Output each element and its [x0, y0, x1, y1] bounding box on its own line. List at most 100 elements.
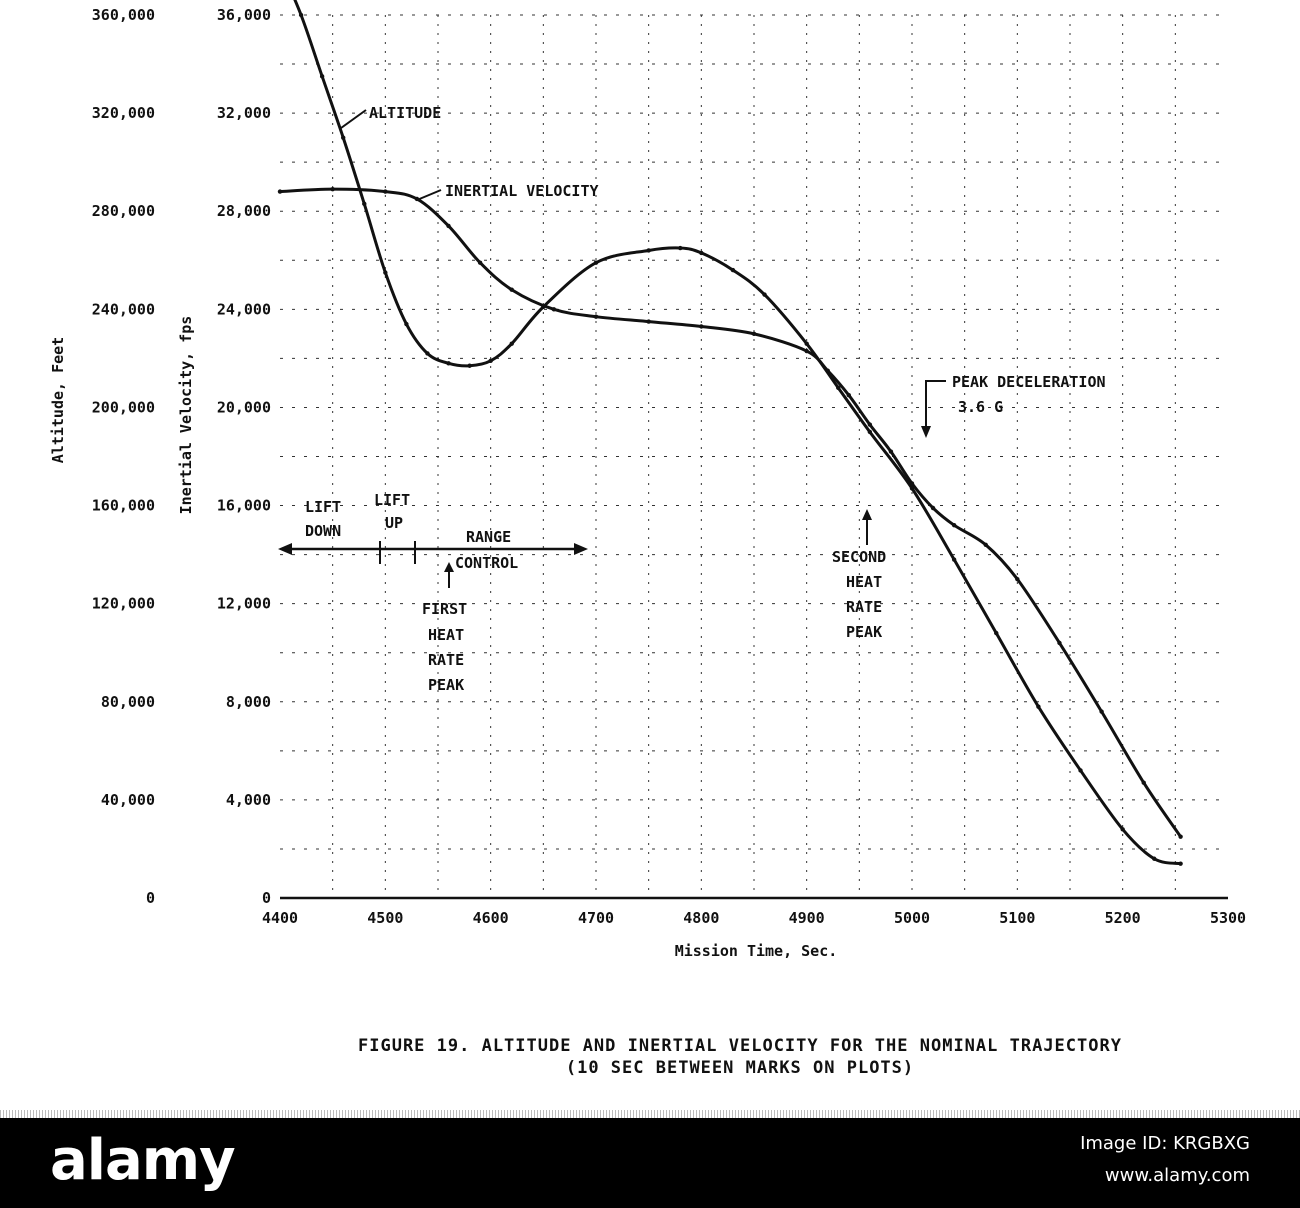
velocity-series-point [1099, 709, 1104, 714]
lift-down-label-2: DOWN [305, 522, 341, 540]
altitude-series-point [730, 267, 736, 273]
altitude-series-point [1036, 704, 1041, 709]
altitude-series-point [383, 270, 388, 275]
altitude-tick-label: 280,000 [92, 202, 155, 220]
altitude-leader [340, 109, 367, 129]
altitude-tick-label: 360,000 [92, 6, 155, 24]
velocity-series-point [330, 186, 335, 192]
velocity-tick-label: 12,000 [217, 595, 271, 613]
range-arrow-right [574, 543, 588, 555]
figure-caption-note: (10 SEC BETWEEN MARKS ON PLOTS) [565, 1058, 915, 1078]
altitude-series-point [319, 74, 325, 79]
first-peak-arrowhead [444, 562, 454, 572]
altitude-series-point [867, 429, 873, 435]
velocity-tick-label: 32,000 [217, 104, 271, 122]
annotations: ALTITUDE INERTIAL VELOCITY PEAK DECELERA… [278, 104, 1106, 694]
velocity-series-point [983, 542, 988, 547]
altitude-series-point [446, 361, 451, 366]
watermark-bar [0, 1118, 1300, 1208]
altitude-series-point [1078, 768, 1083, 773]
altitude-series-point [1178, 861, 1183, 866]
first-peak-label-3: RATE [428, 651, 464, 669]
series [277, 0, 1183, 866]
range-arrow-left [278, 543, 292, 555]
x-tick-label: 5300 [1210, 909, 1246, 927]
velocity-series-point [867, 422, 873, 427]
velocity-series-point [825, 368, 830, 373]
second-peak-label-3: RATE [846, 598, 882, 616]
first-peak-label-2: HEAT [428, 626, 464, 644]
velocity-series-point [1141, 780, 1146, 785]
velocity-series-point [930, 505, 936, 511]
velocity-series-point [1015, 576, 1020, 582]
peak-decel-arrow-shaft [925, 380, 946, 430]
velocity-series-point [951, 522, 957, 528]
watermark-image-id: Image ID: KRGBXG [1080, 1133, 1250, 1154]
altitude-tick-label: 120,000 [92, 595, 155, 613]
velocity-series-point [909, 481, 915, 486]
altitude-tick-label: 0 [146, 889, 155, 907]
x-tick-label: 5100 [999, 909, 1035, 927]
velocity-leader [416, 189, 442, 201]
x-tick-label: 5000 [894, 909, 930, 927]
range-label-1: RANGE [466, 528, 511, 546]
velocity-series-point [509, 287, 514, 292]
altitude-series-point [341, 135, 346, 140]
altitude-tick-label: 80,000 [101, 693, 155, 711]
altitude-series-point [488, 358, 493, 364]
chart: 4400 4500 4600 4700 4800 4900 5000 5100 5200 5300… [49, 0, 1246, 960]
altitude-tick-label: 40,000 [101, 791, 155, 809]
altitude-series-point [951, 557, 957, 562]
altitude-label: ALTITUDE [369, 104, 441, 122]
altitude-series-point [362, 201, 367, 207]
first-peak-label-4: PEAK [428, 676, 464, 694]
velocity-label: INERTIAL VELOCITY [445, 182, 599, 200]
velocity-series-line [279, 187, 1182, 838]
peak-decel-g: 3.6 G [958, 398, 1003, 416]
velocity-series-point [277, 189, 283, 194]
x-tick-label: 4900 [789, 909, 825, 927]
altitude-series-point [509, 341, 514, 346]
velocity-tick-label: 20,000 [217, 398, 271, 416]
velocity-series-point [1178, 834, 1183, 839]
altitude-tick-label: 240,000 [92, 300, 155, 318]
second-peak-label-2: HEAT [846, 573, 882, 591]
velocity-series-point [383, 189, 388, 194]
velocity-tick-label: 24,000 [217, 300, 271, 318]
first-peak-label-1: FIRST [422, 600, 467, 618]
lift-up-label-2: UP [385, 514, 403, 532]
x-tick-label: 4600 [473, 909, 509, 927]
altitude-series-point [646, 248, 651, 253]
velocity-tick-label: 8,000 [226, 693, 271, 711]
altitude-tick-label: 200,000 [92, 398, 155, 416]
velocity-tick-label: 16,000 [217, 497, 271, 515]
altitude-series-point [762, 292, 767, 297]
velocity-series-point [477, 260, 483, 265]
y-axis-label-left: Altitude, Feet [49, 337, 67, 463]
second-peak-label-1: SECOND [832, 548, 886, 566]
altitude-series-point [804, 341, 809, 346]
x-tick-label: 4400 [262, 909, 298, 927]
velocity-series-point [888, 449, 894, 454]
altitude-series-point [467, 363, 472, 368]
peak-decel-arrowhead [921, 426, 931, 438]
velocity-series-point [699, 324, 704, 329]
x-tick-label: 4700 [578, 909, 614, 927]
altitude-series-line [293, 0, 1181, 866]
altitude-tick-label: 320,000 [92, 104, 155, 122]
figure-caption: FIGURE 19. ALTITUDE AND INERTIAL VELOCIT… [358, 1036, 1122, 1056]
watermark-url: www.alamy.com [1104, 1165, 1250, 1186]
second-peak-label-4: PEAK [846, 623, 882, 641]
second-peak-arrowhead [862, 509, 872, 520]
velocity-tick-label: 4,000 [226, 791, 271, 809]
altitude-series-point [1152, 856, 1157, 861]
x-tick-label: 4500 [367, 909, 403, 927]
watermark-logo: alamy [50, 1128, 236, 1193]
x-axis-label: Mission Time, Sec. [675, 942, 838, 960]
velocity-series-point [646, 319, 651, 324]
lift-up-label-1: LIFT [374, 491, 410, 509]
velocity-series-point [593, 314, 599, 319]
watermark-divider [0, 1110, 1300, 1118]
altitude-series-point [425, 351, 430, 356]
velocity-series-point [804, 348, 809, 354]
